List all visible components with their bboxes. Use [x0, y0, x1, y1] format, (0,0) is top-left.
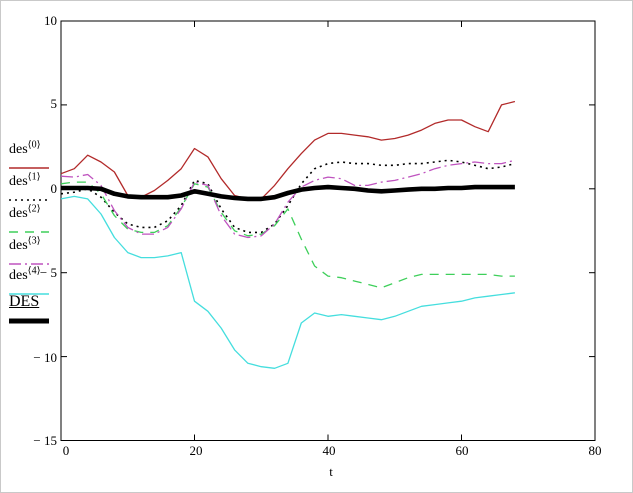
- legend-item-des4: des⟨4⟩: [9, 263, 59, 296]
- series-line-1: [60, 159, 516, 234]
- y-tick-label-5: 5: [50, 96, 58, 111]
- legend-label-des3: des⟨3⟩: [9, 235, 41, 253]
- y-tick-label-m10: − 10: [33, 350, 57, 365]
- series-line-5: [61, 184, 515, 202]
- legend-item-des2: des⟨2⟩: [9, 201, 59, 234]
- x-tick-label-0: 0: [62, 443, 70, 458]
- x-tick-label-80: 80: [588, 443, 602, 458]
- legend-item-des1: des⟨1⟩: [9, 169, 59, 202]
- series-line-2: [60, 181, 515, 289]
- legend-item-des0: des⟨0⟩: [9, 137, 59, 170]
- legend-label-des4: des⟨4⟩: [9, 265, 41, 283]
- legend-line-sample-des3: [9, 256, 59, 266]
- series-line-0: [60, 100, 516, 200]
- legend-line-sample-des1: [9, 192, 59, 202]
- legend-label-des0: des⟨0⟩: [9, 139, 41, 157]
- y-tick-label-10: 10: [44, 13, 57, 28]
- series-line-3: [60, 159, 516, 239]
- legend-item-DES: DES: [9, 293, 59, 324]
- legend-line-sample-des4: [9, 286, 59, 296]
- legend-line-sample-DES: [9, 313, 59, 324]
- y-tick-label-m5: − 5: [39, 265, 57, 280]
- legend-item-des3: des⟨3⟩: [9, 233, 59, 266]
- legend-label-des1: des⟨1⟩: [9, 171, 41, 189]
- x-tick-label-20: 20: [189, 443, 203, 458]
- y-tick-label-0: 0: [50, 181, 58, 196]
- plot-border: [60, 20, 596, 441]
- legend-label-des2: des⟨2⟩: [9, 203, 41, 221]
- series-line-4: [60, 195, 515, 369]
- legend-line-sample-des0: [9, 160, 59, 170]
- x-tick-label-40: 40: [322, 443, 336, 458]
- y-tick-label-m15: − 15: [33, 433, 57, 448]
- x-axis-title: t: [329, 464, 333, 479]
- legend-line-sample-des2: [9, 224, 59, 234]
- x-tick-label-60: 60: [455, 443, 469, 458]
- legend-label-DES: DES: [9, 293, 40, 310]
